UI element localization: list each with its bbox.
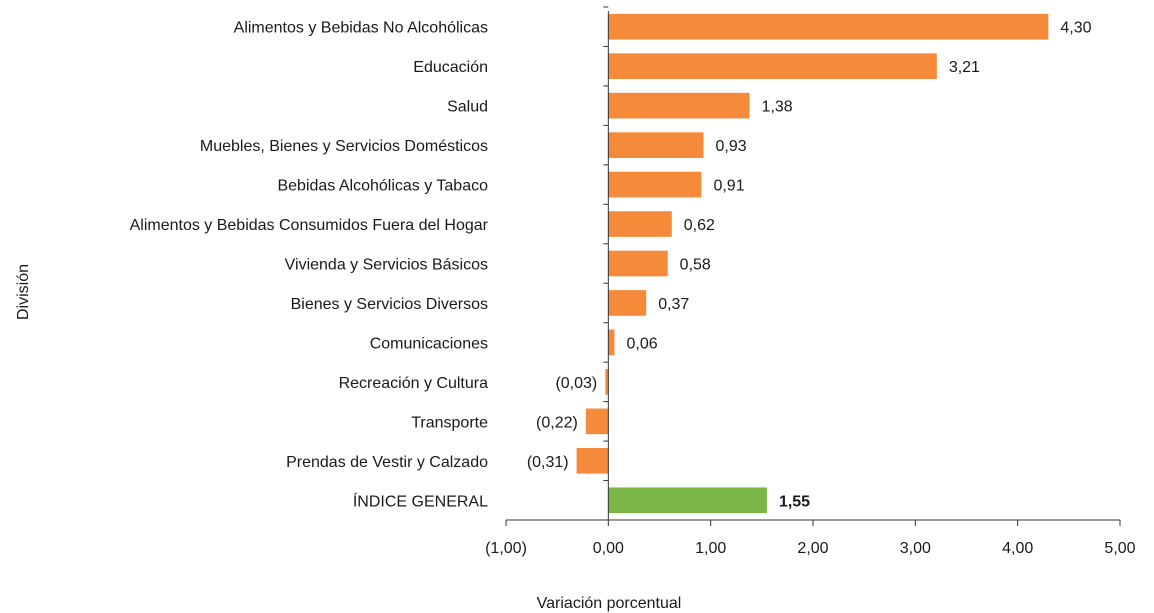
category-label-10: Transporte xyxy=(411,414,488,431)
x-axis-title: Variación porcentual xyxy=(537,595,682,612)
bar-10 xyxy=(585,408,609,435)
value-label-7: 0,37 xyxy=(658,296,689,313)
x-tick-label-4: 3,00 xyxy=(900,540,931,557)
category-label-12: ÍNDICE GENERAL xyxy=(353,491,488,510)
category-label-3: Muebles, Bienes y Servicios Domésticos xyxy=(200,138,488,155)
category-label-9: Recreación y Cultura xyxy=(339,375,489,392)
bar-4 xyxy=(608,171,702,198)
x-tick-label-0: (1,00) xyxy=(485,540,527,557)
labels-layer: Alimentos y Bebidas No Alcohólicas 4,30 Ed… xyxy=(130,20,1136,557)
category-label-8: Comunicaciones xyxy=(370,335,488,352)
value-label-5: 0,62 xyxy=(684,217,715,234)
y-axis-title: División xyxy=(15,264,32,320)
axis-layer xyxy=(505,6,1121,526)
category-label-6: Vivienda y Servicios Básicos xyxy=(285,257,488,274)
x-tick-label-6: 5,00 xyxy=(1104,540,1135,557)
category-label-4: Bebidas Alcohólicas y Tabaco xyxy=(277,178,488,195)
value-label-8: 0,06 xyxy=(626,335,657,352)
bar-1 xyxy=(608,53,937,80)
bar-11 xyxy=(576,447,609,474)
bar-5 xyxy=(608,211,672,237)
bar-12 xyxy=(608,487,767,514)
bar-7 xyxy=(608,290,647,316)
x-tick-label-2: 1,00 xyxy=(695,540,726,557)
value-label-1: 3,21 xyxy=(949,59,980,76)
category-label-1: Educación xyxy=(413,59,488,76)
value-label-3: 0,93 xyxy=(716,138,747,155)
bar-8 xyxy=(608,329,615,356)
bar-3 xyxy=(608,132,704,158)
bar-2 xyxy=(608,92,750,119)
value-label-10: (0,22) xyxy=(536,414,578,431)
value-label-0: 4,30 xyxy=(1060,20,1091,37)
category-label-7: Bienes y Servicios Diversos xyxy=(291,296,488,313)
value-label-9: (0,03) xyxy=(555,375,597,392)
category-label-11: Prendas de Vestir y Calzado xyxy=(286,454,488,471)
category-label-2: Salud xyxy=(447,99,488,116)
bar-9 xyxy=(605,369,609,395)
bar-0 xyxy=(608,13,1049,40)
value-label-4: 0,91 xyxy=(713,178,744,195)
value-label-6: 0,58 xyxy=(680,257,711,274)
x-tick-label-5: 4,00 xyxy=(1002,540,1033,557)
value-label-12: 1,55 xyxy=(779,493,810,510)
value-label-2: 1,38 xyxy=(762,99,793,116)
x-tick-label-1: 0,00 xyxy=(593,540,624,557)
category-label-0: Alimentos y Bebidas No Alcohólicas xyxy=(234,20,488,37)
category-label-5: Alimentos y Bebidas Consumidos Fuera del… xyxy=(130,217,489,234)
bars-layer xyxy=(576,13,1049,514)
bar-6 xyxy=(608,250,668,277)
value-label-11: (0,31) xyxy=(527,454,569,471)
x-tick-label-3: 2,00 xyxy=(797,540,828,557)
